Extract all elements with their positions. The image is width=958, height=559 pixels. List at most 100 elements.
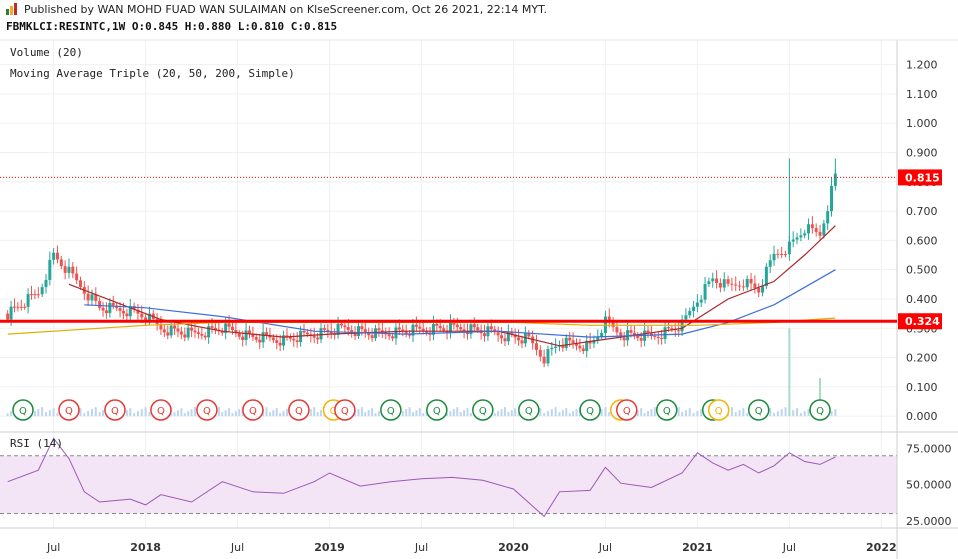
candle-body <box>336 323 340 335</box>
volume-bar <box>692 413 695 417</box>
candle-body <box>489 326 493 330</box>
volume-bar <box>48 410 51 417</box>
volume-bar <box>684 410 687 417</box>
candle-body <box>600 332 604 337</box>
volume-bar <box>466 408 469 417</box>
rsi-legend[interactable]: RSI (14) <box>10 437 63 450</box>
candle-body <box>401 329 405 332</box>
candle-body <box>159 324 163 330</box>
symbol-ohlc: FBMKLCI:RESINTC,1W O:0.845 H:0.880 L:0.8… <box>6 20 338 33</box>
candle-body <box>776 253 780 255</box>
volume-bar <box>285 409 288 417</box>
volume-bar <box>320 410 323 417</box>
candle-body <box>394 327 398 339</box>
candle-body <box>200 333 204 336</box>
candle-body <box>534 343 538 350</box>
y-tick-label: 0.500 <box>906 264 938 277</box>
volume-bar <box>600 409 603 417</box>
volume-bar <box>696 411 699 417</box>
candle-body <box>411 324 415 336</box>
volume-bar <box>279 413 282 417</box>
candle-body <box>377 328 381 331</box>
volume-bar <box>148 412 151 417</box>
volume-bar <box>37 409 40 417</box>
support-price-badge <box>898 313 942 330</box>
candle-body <box>166 332 170 336</box>
candle-body <box>550 347 554 350</box>
volume-bar <box>640 408 643 417</box>
candle-body <box>722 279 726 288</box>
volume-bar <box>98 412 101 417</box>
earnings-marker <box>579 399 601 421</box>
earnings-marker <box>747 399 770 421</box>
volume-bar <box>653 407 656 417</box>
candle-body <box>435 323 439 326</box>
candle-body <box>316 337 320 340</box>
volume-bar <box>784 407 787 417</box>
candle-body <box>607 316 611 322</box>
volume-bar <box>374 413 377 417</box>
ma-legend[interactable]: Moving Average Triple (20, 50, 200, Simp… <box>10 67 295 80</box>
candle-body <box>483 333 487 337</box>
volume-bar <box>681 412 684 417</box>
candle-body <box>421 328 425 331</box>
candle-body <box>791 239 795 242</box>
candle-body <box>703 284 707 300</box>
candle-body <box>438 325 442 329</box>
candle-body <box>795 237 799 240</box>
candle-body <box>578 345 582 349</box>
volume-bar <box>422 413 425 417</box>
volume-bar <box>449 411 452 417</box>
volume-bar <box>507 412 510 417</box>
candle-body <box>571 340 575 344</box>
earnings-marker <box>616 399 638 421</box>
candle-body <box>30 294 34 296</box>
candle-body <box>538 349 542 357</box>
volume-bar <box>190 409 193 417</box>
volume-bar <box>408 407 411 417</box>
candle-body <box>684 315 688 320</box>
candle-body <box>380 330 384 333</box>
candle-body <box>26 294 30 307</box>
volume-legend[interactable]: Volume (20) <box>10 46 83 59</box>
volume-bar <box>357 409 360 417</box>
earnings-marker-label: Q <box>479 406 487 417</box>
candle-body <box>285 335 289 337</box>
candle-body <box>55 252 59 260</box>
candle-body <box>830 185 834 212</box>
rsi-tick-label: 25.0000 <box>906 515 952 528</box>
last-price-label: 0.815 <box>905 171 940 184</box>
volume-bar <box>469 413 472 417</box>
volume-spike <box>819 378 822 417</box>
volume-bar <box>224 410 227 417</box>
candle-body <box>343 325 347 328</box>
candle-body <box>19 306 23 308</box>
volume-bar <box>418 408 421 417</box>
volume-bar <box>514 408 517 417</box>
candle-body <box>822 223 826 236</box>
earnings-marker-label: Q <box>715 406 723 417</box>
volume-bar <box>543 413 546 417</box>
candle-body <box>448 322 452 333</box>
earnings-marker-label: Q <box>249 406 257 417</box>
volume-bar <box>411 412 414 417</box>
candle-body <box>86 293 90 301</box>
candle-body <box>48 259 52 280</box>
earnings-marker-label: Q <box>65 406 73 417</box>
candle-body <box>764 266 768 287</box>
candle-body <box>244 330 248 340</box>
candle-body <box>203 335 207 338</box>
volume-bar <box>550 409 553 417</box>
volume-bar <box>734 412 737 417</box>
candle-body <box>111 302 115 306</box>
candle-body <box>147 313 151 322</box>
candle-body <box>94 294 98 302</box>
candle-body <box>275 340 279 343</box>
volume-bar <box>700 409 703 417</box>
candle-body <box>220 331 224 333</box>
candle-body <box>738 285 742 287</box>
volume-bar <box>561 410 564 417</box>
candle-body <box>265 332 269 335</box>
candle-body <box>653 335 657 337</box>
